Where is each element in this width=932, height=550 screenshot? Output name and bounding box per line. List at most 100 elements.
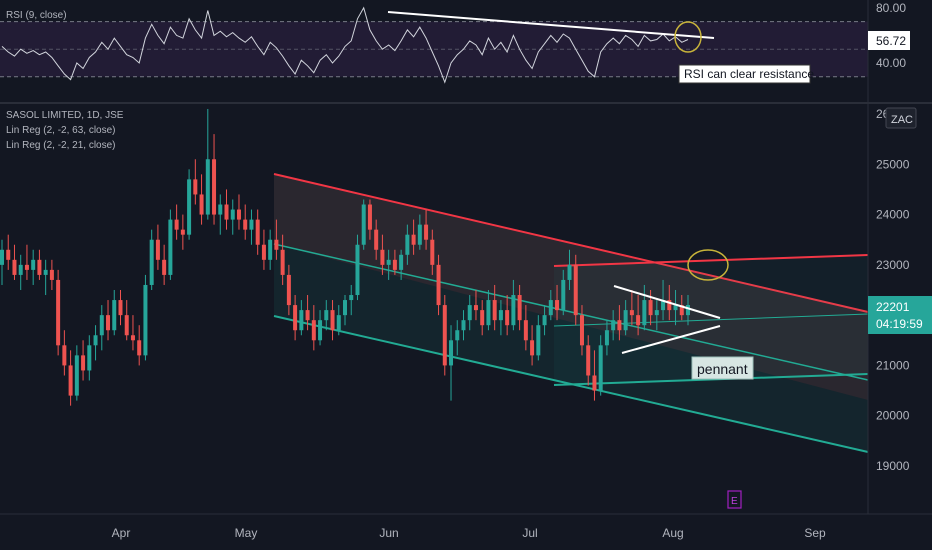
x-tick-label: Jun <box>379 526 398 540</box>
price-tick-label: 23000 <box>876 258 910 272</box>
candle-body <box>617 320 622 331</box>
scale-mode-button[interactable] <box>885 107 917 129</box>
x-tick-label: Aug <box>662 526 683 540</box>
candle-body <box>18 264 23 275</box>
candle-body <box>180 229 185 235</box>
x-tick-label: Sep <box>804 526 826 540</box>
candle-body <box>349 295 354 301</box>
candle-body <box>43 269 48 275</box>
candle-body <box>355 244 360 296</box>
candle-body <box>380 249 385 265</box>
candle-body <box>374 229 379 250</box>
candle-body <box>467 305 472 321</box>
candles <box>0 108 690 406</box>
x-tick-label: May <box>235 526 258 540</box>
symbol-title: SASOL LIMITED, 1D, JSE <box>6 110 124 121</box>
candle-body <box>118 300 123 316</box>
pennant-upper-line[interactable] <box>613 285 721 319</box>
candle-body <box>673 305 678 311</box>
linreg-21-legend: Lin Reg (2, -2, 21, close) <box>6 140 116 151</box>
candle-body <box>149 239 154 285</box>
candle-body <box>567 264 572 280</box>
rsi-legend-text: RSI (9, close) <box>6 10 67 21</box>
candle-body <box>629 310 634 316</box>
candle-body <box>193 179 198 195</box>
rsi-line <box>1 6 689 84</box>
candle-body <box>386 259 391 265</box>
candle-body <box>505 310 510 326</box>
x-axis-labels: Apr May Jun Jul Aug Sep <box>112 526 826 540</box>
candle-body <box>473 305 478 311</box>
candle-body <box>367 204 372 230</box>
upper-channel-line[interactable] <box>273 173 869 313</box>
last-price-text: 22201 <box>876 300 910 314</box>
candle-body <box>417 224 422 245</box>
candle-body <box>299 310 304 331</box>
short-channel-mid[interactable] <box>553 313 869 327</box>
pennant-lower-line[interactable] <box>621 325 721 354</box>
scale-mode-label: ZAC <box>891 114 913 126</box>
candle-body <box>305 310 310 321</box>
earnings-event-text: E <box>731 496 738 507</box>
price-highlight-circle[interactable] <box>687 249 729 281</box>
candle-body <box>424 224 429 240</box>
candle-body <box>205 159 210 215</box>
pennant-label-box[interactable] <box>691 356 754 380</box>
candle-body <box>555 300 560 311</box>
candle-body <box>330 310 335 331</box>
candle-body <box>81 355 86 371</box>
candle-body <box>49 269 54 280</box>
candle-body <box>230 209 235 220</box>
lower-channel-fill <box>274 174 868 452</box>
candle-body <box>324 310 329 321</box>
candle-body <box>405 234 410 255</box>
short-channel-upper[interactable] <box>553 254 869 267</box>
candle-body <box>318 320 323 341</box>
candle-body <box>174 219 179 230</box>
candle-body <box>592 375 597 391</box>
candle-body <box>361 204 366 245</box>
rsi-annotation-box[interactable] <box>678 64 811 84</box>
candle-body <box>343 300 347 316</box>
candle-body <box>399 254 404 270</box>
candle-body <box>586 345 591 376</box>
candle-body <box>561 279 566 311</box>
candle-body <box>243 219 248 230</box>
candle-body <box>679 305 684 316</box>
candle-body <box>517 295 522 321</box>
candle-body <box>573 264 578 316</box>
candle-body <box>430 239 435 265</box>
rsi-legend[interactable]: RSI (9, close) <box>6 8 67 23</box>
candle-body <box>261 244 266 260</box>
candle-body <box>187 179 192 235</box>
price-axis-labels: 2600025000240002300022000210002000019000 <box>876 107 910 473</box>
candle-body <box>523 320 528 341</box>
candle-body <box>137 340 142 356</box>
candle-body <box>130 335 135 341</box>
candle-body <box>74 355 79 396</box>
candle-body <box>436 264 441 306</box>
earnings-event-marker[interactable] <box>727 490 742 509</box>
linreg-63-legend: Lin Reg (2, -2, 63, close) <box>6 125 116 136</box>
x-tick-label: Apr <box>112 526 131 540</box>
candle-body <box>636 315 641 326</box>
price-tick-label: 20000 <box>876 409 910 423</box>
candle-body <box>442 305 447 366</box>
rsi-value-text: 56.72 <box>876 34 906 48</box>
candle-body <box>480 310 485 326</box>
price-tick-label: 25000 <box>876 157 910 171</box>
candle-body <box>224 204 229 220</box>
candle-body <box>162 259 167 275</box>
candle-body <box>648 300 653 316</box>
candle-body <box>667 300 672 311</box>
candle-body <box>168 219 173 275</box>
time-axis[interactable] <box>0 514 932 550</box>
rsi-highlight-circle[interactable] <box>674 21 702 53</box>
rsi-tick-label: 80.00 <box>876 1 906 15</box>
candle-body <box>280 249 285 275</box>
rsi-resistance-trendline[interactable] <box>387 11 715 39</box>
candle-body <box>336 315 341 331</box>
channel-midline[interactable] <box>273 243 869 381</box>
main-legend[interactable]: SASOL LIMITED, 1D, JSE Lin Reg (2, -2, 6… <box>6 108 123 153</box>
